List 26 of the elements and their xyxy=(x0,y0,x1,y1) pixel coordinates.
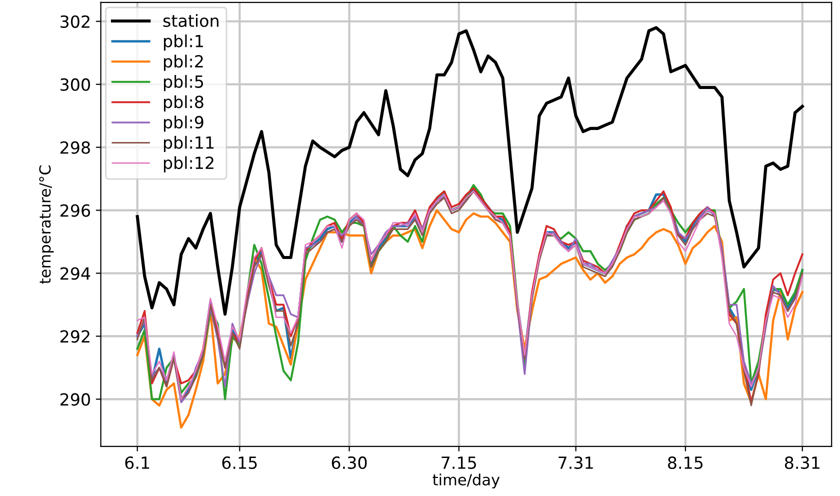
x-tick-label: 8.15 xyxy=(668,456,703,470)
y-tick-label: 302 xyxy=(60,15,90,28)
x-tick-label: 7.31 xyxy=(558,456,593,470)
x-tick-label: 6.1 xyxy=(125,456,150,470)
x-tick-label: 6.15 xyxy=(222,456,257,470)
legend-label: pbl:2 xyxy=(164,54,203,71)
line-series xyxy=(136,26,804,316)
legend-label: pbl:5 xyxy=(164,75,204,92)
y-tick-label: 292 xyxy=(60,330,90,343)
y-tick-label: 296 xyxy=(60,204,90,217)
legend-label: pbl:9 xyxy=(164,116,204,132)
y-tick-label: 290 xyxy=(60,393,90,406)
x-tick-label: 6.30 xyxy=(332,456,367,470)
legend-label: pbl:1 xyxy=(164,34,203,51)
y-tick-label: 300 xyxy=(60,78,90,91)
legend-label: pbl:11 xyxy=(164,136,214,152)
legend-label: pbl:12 xyxy=(164,156,214,172)
x-axis-title: time/day xyxy=(432,474,500,488)
x-tick-label: 8.31 xyxy=(784,456,820,470)
legend-label: pbl:8 xyxy=(164,95,204,112)
x-tick-label: 7.15 xyxy=(442,456,476,470)
y-tick-label: 298 xyxy=(60,141,90,154)
y-axis-title: temperature/°C xyxy=(39,166,54,284)
legend-label: station xyxy=(163,14,218,28)
line-series xyxy=(136,209,804,429)
y-tick-label: 294 xyxy=(60,267,90,280)
